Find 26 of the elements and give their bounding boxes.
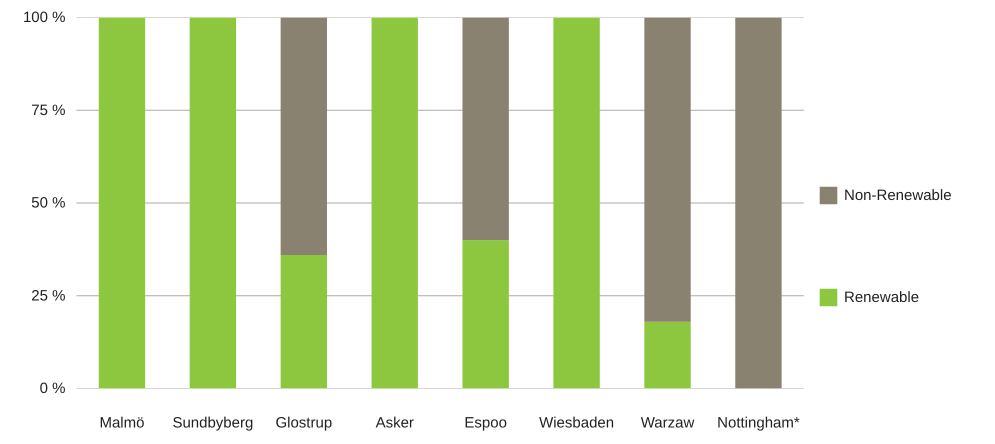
bar: [644, 18, 691, 322]
bar: [280, 254, 328, 388]
y-tick-label: 75 %: [31, 102, 66, 119]
x-tick-label: Espoo: [464, 414, 507, 432]
bar: [644, 322, 691, 388]
legend-label: Non-Renewable: [844, 186, 952, 204]
y-tick-label: 50 %: [31, 194, 66, 212]
bar: [462, 18, 509, 240]
bar: [190, 18, 236, 388]
bar: [372, 18, 418, 388]
bar: [462, 240, 509, 388]
y-tick-label: 100 %: [22, 9, 66, 26]
y-tick-label: 0 %: [40, 380, 66, 397]
x-tick-label: Asker: [376, 414, 414, 432]
x-tick-label: Wiesbaden: [539, 414, 614, 432]
y-tick-label: 25 %: [31, 287, 66, 304]
bar: [735, 18, 782, 388]
x-tick-label: Sundbyberg: [172, 414, 254, 432]
bar: [280, 18, 328, 255]
bar: [98, 18, 146, 388]
x-tick-label: Nottingham*: [717, 414, 800, 432]
bar: [553, 18, 600, 388]
x-tick-label: Glostrup: [275, 414, 332, 432]
x-tick-label: Malmö: [99, 414, 144, 432]
legend-label: Renewable: [844, 288, 920, 306]
x-tick-label: Warzaw: [640, 414, 694, 432]
